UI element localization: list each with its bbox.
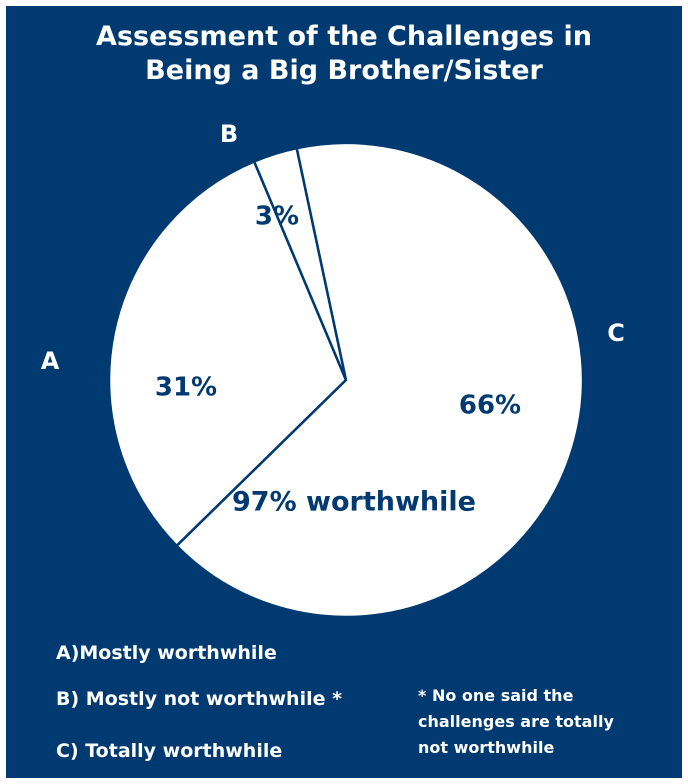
footnote: * No one said the challenges are totally… [418, 683, 668, 761]
legend-item-c: C) Totally worthwhile [56, 740, 283, 762]
slice-value-label-a: 31% [155, 373, 217, 403]
footnote-line-1: * No one said the [418, 686, 574, 705]
chart-title: Assessment of the Challenges in Being a … [0, 20, 688, 88]
slice-letter-b: B [220, 120, 238, 148]
pie-slices [107, 141, 585, 619]
pie-labels: 31% A 3% B 66% C 97% worthwhile [41, 120, 625, 518]
legend-item-a: A)Mostly worthwhile [56, 642, 277, 664]
slice-value-label-c: 66% [459, 391, 521, 421]
footnote-line-3: not worthwhile [418, 738, 555, 757]
worthwhile-annotation: 97% worthwhile [232, 487, 476, 518]
chart-title-line-2: Being a Big Brother/Sister [145, 55, 543, 86]
slice-letter-a: A [41, 347, 60, 375]
slice-value-label-b: 3% [255, 202, 299, 232]
footnote-line-2: challenges are totally [418, 712, 614, 731]
legend-item-b: B) Mostly not worthwhile * [56, 688, 343, 710]
slice-letter-c: C [607, 319, 625, 347]
chart-title-line-1: Assessment of the Challenges in [96, 21, 592, 52]
pie-slice-a [107, 159, 348, 548]
pie-slice-c [174, 141, 585, 619]
